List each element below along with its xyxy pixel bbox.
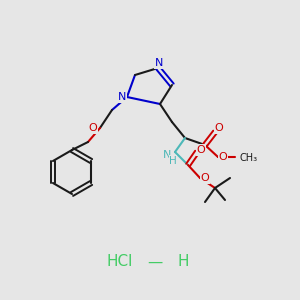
Text: O: O (214, 123, 224, 133)
Text: H: H (169, 156, 177, 166)
Text: O: O (219, 152, 227, 162)
Text: —: — (147, 254, 163, 269)
Text: O: O (88, 123, 98, 133)
Text: N: N (163, 150, 171, 160)
Text: O: O (201, 173, 209, 183)
Text: O: O (196, 145, 206, 155)
Text: CH₃: CH₃ (240, 153, 258, 163)
Text: H: H (177, 254, 189, 269)
Text: HCl: HCl (107, 254, 133, 269)
Text: N: N (155, 58, 163, 68)
Text: N: N (118, 92, 126, 102)
